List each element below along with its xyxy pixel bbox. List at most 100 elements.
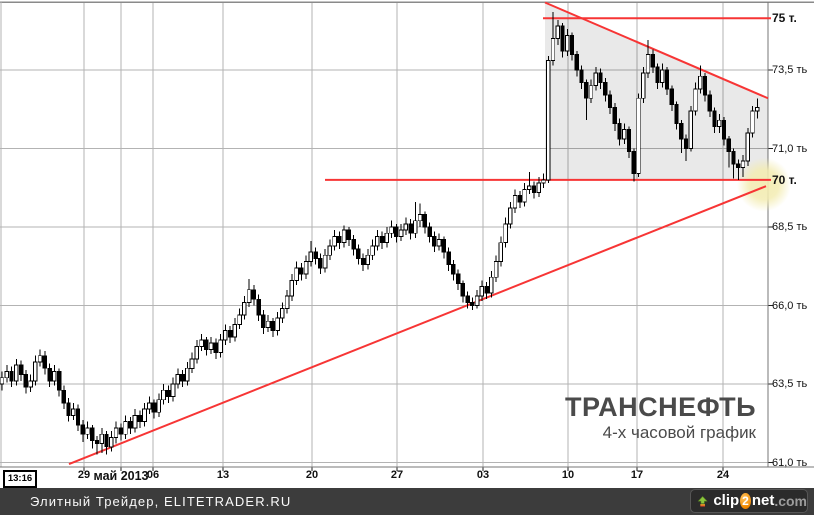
candle-body-down [104,433,109,448]
candle-body-up [636,97,641,175]
candle-body-up [641,72,646,99]
candlestick-chart [0,1,814,471]
candle-body-down [441,239,447,253]
candle-body-down [379,235,385,244]
candle-body-down [118,427,123,435]
candle-body-up [365,254,371,266]
candle-body-up [322,254,328,269]
candle-body-down [664,69,670,90]
candle-body-up [232,323,237,338]
candle-body-down [422,213,428,228]
clip2net-logo[interactable]: clip 2 net .com [690,489,808,513]
candle-body-up [237,314,242,325]
candle-body-down [712,110,717,127]
candle-body-up [33,361,38,382]
candle-body-up [413,220,418,234]
descending-trendline [544,1,769,100]
x-tick-label: 29 [77,469,91,481]
y-tick-label: 71,0 ть [772,142,808,155]
candle-body-down [23,374,29,388]
title-block: ТРАНСНЕФТЬ 4-х часовой график [565,392,756,444]
candle-body-down [337,235,342,244]
candle-body-up [170,383,176,398]
candle-body-up [489,276,494,294]
candle-body-down [465,295,470,303]
candle-body-up [161,389,166,401]
upload-arrow-icon [697,495,708,507]
x-tick-label: 20 [305,469,319,481]
candle-body-down [299,267,304,275]
candle-body-up [522,188,527,203]
candle-body-down [726,138,732,153]
candle-body-up [199,339,204,347]
candle-body-up [588,85,594,99]
footer-bar: Элитный Трейдер, ELITETRADER.RU clip 2 n… [0,488,814,515]
candle-body-down [80,424,85,435]
candle-body-up [52,370,57,382]
candle-body-down [203,339,209,350]
candle-body-down [451,264,456,275]
candle-body-down [470,301,475,306]
candle-body-down [531,185,537,193]
candle-body-down [346,229,352,241]
candle-body-up [132,414,138,429]
candle-body-down [655,66,660,84]
candle-body-up [308,251,314,262]
candle-body-down [626,129,632,153]
candle-body-up [303,261,309,275]
candle-body-up [327,245,333,256]
candle-body-up [341,229,347,244]
candle-body-down [61,389,67,404]
candle-body-up [740,160,746,168]
candle-body-down [674,104,679,124]
candle-body-up [241,301,247,316]
candle-body-down [612,107,618,124]
candle-body-down [731,151,736,165]
candle-body-down [351,239,356,250]
y-tick-label: 73,5 ть [772,64,808,76]
candle-body-up [113,427,119,438]
candle-body-up [498,242,504,262]
candle-body-up [474,295,480,306]
candle-body-up [693,88,698,112]
candle-body-up [750,110,755,134]
candle-body-up [403,223,409,231]
candle-body-down [721,119,727,140]
candle-body-up [208,342,214,350]
candle-body-down [394,226,399,237]
candle-body-down [517,195,523,203]
y-tick-label: 66,0 ть [772,299,808,312]
candle-body-up [546,60,551,181]
current-time-box: 13:16 [3,470,37,488]
candle-body-up [146,402,152,410]
candle-body-up [280,308,285,319]
y-tick-label: 68,5 ть [772,221,808,233]
candle-body-down [9,370,14,382]
candle-body-down [427,226,432,237]
candle-body-down [227,330,233,338]
candle-body-down [702,75,708,96]
x-tick-label: май 2013 [93,469,149,483]
candle-body-up [660,69,665,84]
candle-body-up [284,295,290,310]
candle-body-up [108,436,114,448]
candle-body-up [189,358,195,369]
candle-body-up [512,195,518,209]
candle-body-down [318,257,323,269]
candle-body-down [679,122,684,140]
candle-body-down [669,88,675,105]
candle-body-down [598,72,603,84]
candle-body-down [127,421,133,429]
candle-body-up [698,75,703,90]
candle-body-down [261,314,266,328]
candle-body-down [47,367,52,382]
candle-body-up [142,408,147,423]
candle-body-up [0,377,5,385]
candle-body-up [70,408,76,416]
candle-body-down [94,440,100,445]
logo-text-clip: clip [713,492,740,509]
candle-body-up [645,53,651,74]
candle-body-up [156,399,161,413]
candle-body-up [370,245,375,256]
